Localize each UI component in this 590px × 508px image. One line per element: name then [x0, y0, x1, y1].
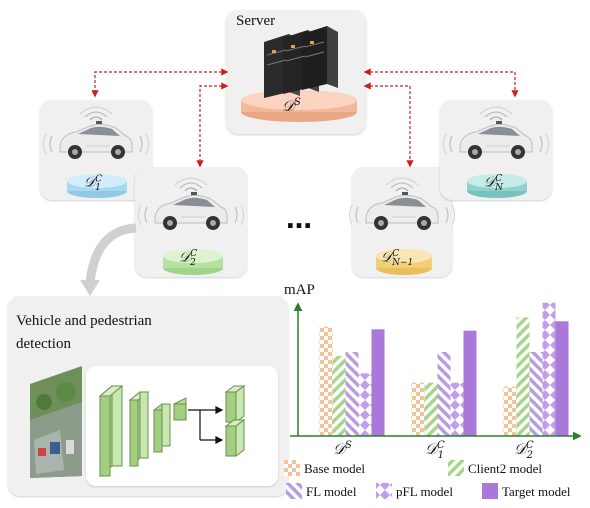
server-racks-icon [264, 26, 338, 98]
bar-fl-model-1 [437, 352, 451, 436]
detection-title-line2: detection [16, 336, 71, 352]
head-arrows-icon [188, 406, 224, 444]
legend-swatch-fl-model [286, 483, 302, 499]
client-1-dataset-label: 𝒟C1 [84, 174, 103, 194]
cnn-backbone-icon [98, 384, 187, 478]
bar-pfl-model-0 [358, 373, 372, 436]
x-tick-label-ds: 𝒟S [333, 440, 352, 458]
server-title: Server [236, 13, 276, 29]
client-2-dataset-label: 𝒟C2 [179, 249, 198, 269]
bar-base-model-2 [503, 386, 517, 436]
legend-swatch-client2-model [448, 460, 464, 476]
curved-arrow-icon [85, 223, 137, 283]
bar-pfl-model-2 [542, 302, 556, 436]
client-n-1-dataset-label: 𝒟CN−1 [381, 249, 414, 269]
ellipsis: … [286, 205, 312, 235]
client-n-dataset-label: 𝒟CN [484, 174, 503, 194]
bar-fl-model-0 [345, 352, 359, 436]
legend-swatch-pfl-model [376, 483, 392, 499]
legend-swatch-target-model [482, 483, 498, 499]
y-axis-label: mAP [284, 282, 315, 298]
bar-target-model-1 [463, 330, 477, 436]
bar-client2-model-2 [516, 317, 530, 436]
detection-heads-icon [224, 385, 246, 457]
detection-title-line1: Vehicle and pedestrian [16, 313, 152, 329]
bar-target-model-0 [371, 329, 385, 436]
legend-label-fl: FL model [306, 484, 357, 499]
x-tick-label-d2c: 𝒟C2 [514, 440, 534, 461]
bar-client2-model-1 [424, 382, 438, 436]
sync-arrows [91, 68, 519, 168]
server-dataset-label: 𝒟S [282, 97, 301, 115]
bar-base-model-1 [411, 382, 425, 436]
x-tick-label-d1c: 𝒟C1 [425, 440, 445, 461]
bar-target-model-2 [555, 321, 569, 436]
bar-client2-model-0 [332, 356, 346, 436]
legend-label-pfl: pFL model [396, 484, 453, 499]
legend-label-target: Target model [502, 484, 571, 499]
street-image [30, 366, 82, 478]
legend-label-client2: Client2 model [468, 461, 543, 476]
bar-fl-model-2 [529, 352, 543, 436]
bar-pfl-model-1 [450, 382, 464, 436]
legend-swatch-base-model [284, 460, 300, 476]
legend-label-base: Base model [304, 461, 366, 476]
bar-base-model-0 [319, 326, 333, 436]
